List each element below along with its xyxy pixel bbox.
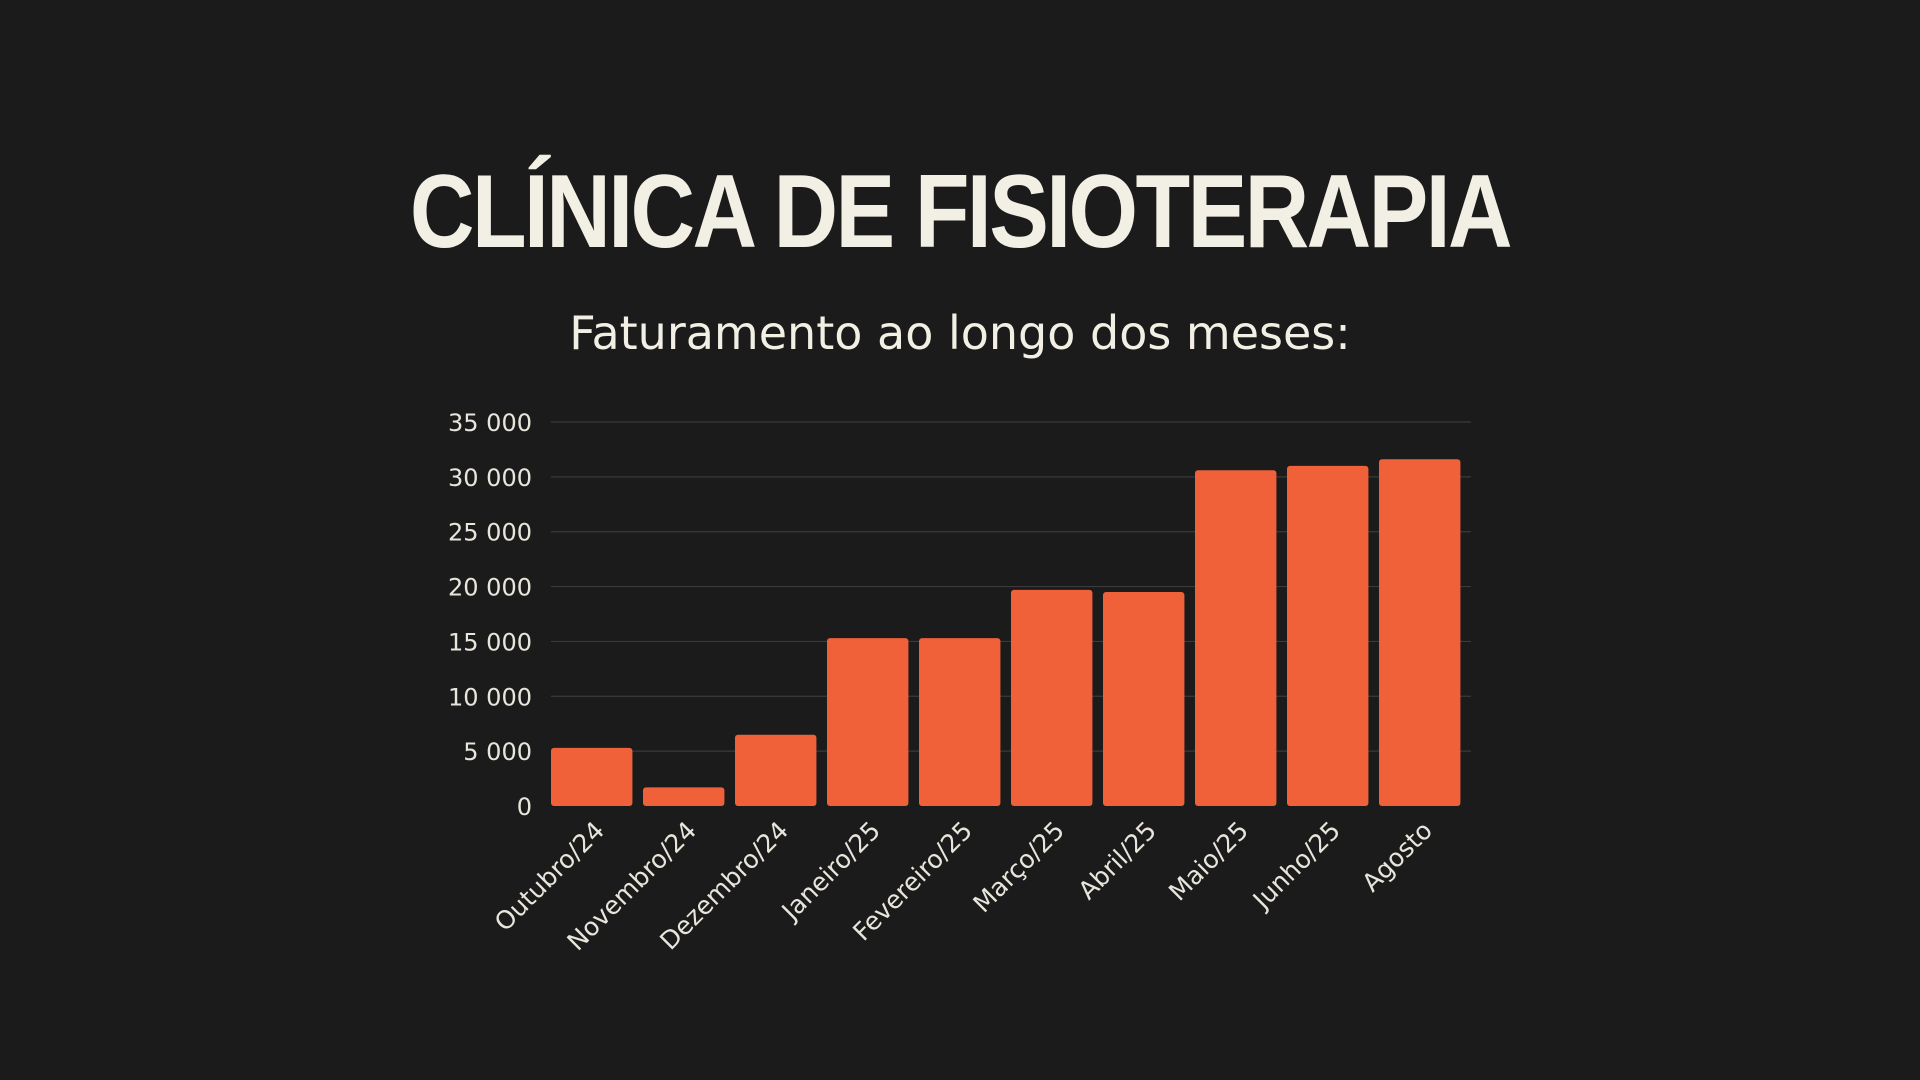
y-tick-label: 35 000 — [448, 409, 532, 437]
slide-subtitle: Faturamento ao longo dos meses: — [569, 306, 1351, 360]
bar — [643, 787, 725, 806]
x-axis-category-labels: Outubro/24Novembro/24Dezembro/24Janeiro/… — [489, 816, 1438, 956]
y-tick-label: 20 000 — [448, 574, 532, 602]
y-tick-label: 30 000 — [448, 464, 532, 492]
x-category-label: Março/25 — [967, 816, 1069, 918]
bar — [919, 638, 1001, 806]
y-tick-label: 15 000 — [448, 628, 532, 656]
y-tick-label: 0 — [517, 793, 532, 821]
x-category-label: Junho/25 — [1246, 816, 1346, 916]
bar — [1287, 465, 1369, 806]
bar — [1011, 589, 1093, 806]
bar — [1195, 470, 1277, 806]
x-category-label: Agosto — [1356, 816, 1438, 898]
bars — [551, 459, 1461, 806]
y-tick-label: 5 000 — [463, 738, 532, 766]
y-tick-label: 10 000 — [448, 683, 532, 711]
x-category-label: Maio/25 — [1163, 816, 1254, 907]
bar — [1379, 459, 1461, 806]
y-tick-label: 25 000 — [448, 519, 532, 547]
bar — [1103, 592, 1185, 806]
slide-title: CLÍNICA DE FISIOTERAPIA — [409, 154, 1513, 270]
bar — [735, 734, 817, 806]
bar — [551, 747, 633, 806]
x-category-label: Abril/25 — [1073, 816, 1162, 905]
bar — [827, 638, 909, 806]
y-axis-tick-labels: 0 5 000 10 000 15 000 20 000 25 000 30 000 35 0… — [448, 409, 532, 821]
